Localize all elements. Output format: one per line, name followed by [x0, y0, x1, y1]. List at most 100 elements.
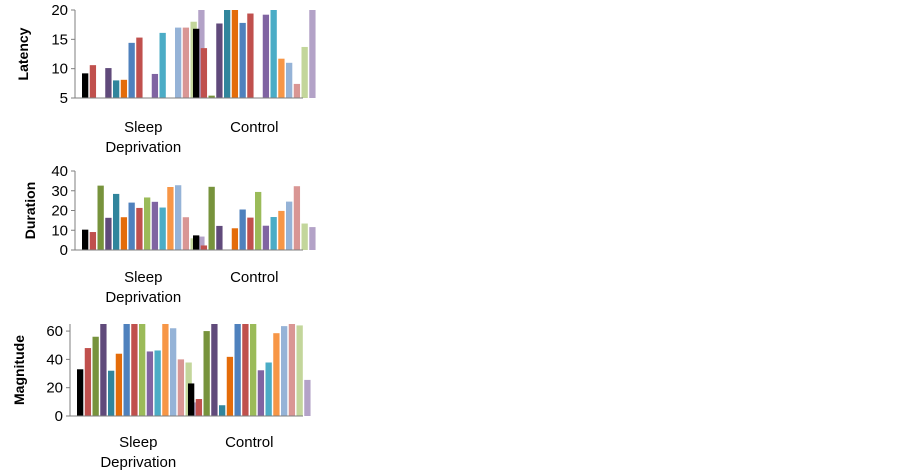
category-label-sleep-deprivation: Sleep Deprivation	[105, 119, 181, 156]
bar-sleep-deprivation-2	[89, 65, 97, 98]
y-tick-label: 15	[51, 31, 68, 48]
y-axis-title: Duration	[22, 182, 38, 240]
y-axis-title: Latency	[15, 27, 31, 80]
bar-sleep-deprivation-4	[105, 217, 112, 250]
bar-control-7	[234, 324, 241, 416]
bar-control-11	[270, 217, 277, 250]
bar-control-14	[293, 186, 301, 250]
bar-control-12	[278, 58, 285, 98]
bar-control-15	[301, 223, 308, 250]
bar-control-15	[301, 46, 308, 98]
bar-control-6	[226, 356, 234, 416]
bar-control-12	[273, 333, 280, 416]
y-tick-label: 60	[46, 323, 63, 340]
bar-sleep-deprivation-4	[100, 324, 107, 416]
bar-control-12	[278, 210, 285, 250]
bar-sleep-deprivation-3	[97, 185, 104, 250]
bar-sleep-deprivation-10	[151, 73, 159, 98]
bar-control-9	[250, 324, 257, 416]
bar-control-1	[193, 235, 200, 250]
bar-sleep-deprivation-6	[115, 353, 123, 416]
bar-sleep-deprivation-13	[175, 185, 182, 250]
bar-sleep-deprivation-13	[175, 27, 182, 99]
bar-sleep-deprivation-5	[108, 370, 115, 416]
bar-sleep-deprivation-5	[113, 80, 120, 98]
category-label-sleep-deprivation: Sleep Deprivation	[105, 269, 181, 306]
bar-sleep-deprivation-7	[128, 42, 135, 98]
category-label-sleep-deprivation: Sleep Deprivation	[100, 434, 176, 471]
bar-sleep-deprivation-8	[136, 207, 143, 250]
bar-sleep-deprivation-14	[182, 217, 190, 250]
bar-sleep-deprivation-6	[120, 79, 128, 98]
bar-sleep-deprivation-1	[82, 229, 89, 250]
bar-sleep-deprivation-11	[159, 207, 166, 250]
bar-control-2	[200, 48, 208, 98]
bar-sleep-deprivation-11	[154, 350, 161, 416]
bar-sleep-deprivation-9	[139, 324, 146, 416]
bar-control-11	[270, 10, 277, 98]
y-tick-label: 5	[60, 90, 68, 107]
bar-sleep-deprivation-3	[92, 336, 99, 416]
category-label-control: Control	[230, 269, 278, 286]
bar-control-7	[239, 22, 246, 98]
bar-sleep-deprivation-14	[177, 359, 185, 416]
bar-control-4	[216, 225, 223, 250]
bar-sleep-deprivation-14	[182, 27, 190, 99]
y-tick-label: 30	[51, 183, 68, 200]
bar-sleep-deprivation-1	[77, 369, 84, 416]
bar-sleep-deprivation-1	[82, 73, 89, 98]
bar-sleep-deprivation-4	[105, 68, 112, 98]
bar-control-2	[195, 399, 203, 416]
bar-control-3	[203, 331, 210, 416]
bar-sleep-deprivation-8	[136, 37, 143, 98]
duration-chart: 0 10 20 30 40 Sleep Deprivation Control Duration	[22, 163, 316, 306]
bar-control-10	[257, 370, 265, 416]
bar-control-7	[239, 209, 246, 250]
bar-control-8	[247, 217, 254, 250]
bar-sleep-deprivation-11	[159, 32, 166, 98]
category-label-control: Control	[225, 434, 273, 451]
y-tick-label: 0	[60, 242, 68, 259]
bar-control-10	[262, 14, 270, 98]
bar-control-13	[286, 62, 293, 98]
bar-control-14	[288, 324, 296, 416]
bar-sleep-deprivation-5	[113, 193, 120, 250]
bar-control-4	[216, 23, 223, 99]
y-axis-title: Magnitude	[11, 335, 27, 405]
bar-control-6	[231, 10, 239, 98]
bar-sleep-deprivation-12	[162, 324, 169, 416]
bar-control-16	[309, 227, 316, 250]
bar-control-13	[281, 326, 288, 416]
bar-control-8	[242, 324, 249, 416]
bar-sleep-deprivation-6	[120, 217, 128, 250]
bar-control-13	[286, 201, 293, 250]
bar-sleep-deprivation-12	[167, 187, 174, 250]
bar-sleep-deprivation-13	[170, 328, 177, 416]
y-tick-label: 20	[51, 203, 68, 220]
bar-control-1	[193, 28, 200, 98]
y-tick-label: 20	[46, 380, 63, 397]
category-label-control: Control	[230, 119, 278, 136]
bar-control-8	[247, 13, 254, 98]
bar-control-5	[224, 10, 231, 98]
y-tick-label: 10	[51, 61, 68, 78]
y-tick-label: 40	[51, 163, 68, 180]
bar-control-9	[255, 191, 262, 250]
bar-control-14	[293, 83, 301, 98]
bar-sleep-deprivation-16	[198, 236, 205, 250]
bar-sleep-deprivation-7	[128, 202, 135, 250]
bar-sleep-deprivation-2	[89, 232, 97, 250]
bar-control-4	[211, 324, 218, 416]
bar-control-16	[309, 10, 316, 98]
latency-chart: 5 10 15 20 Sleep Deprivation Control Latency	[15, 2, 316, 156]
y-tick-label: 20	[51, 2, 68, 19]
y-tick-label: 0	[55, 408, 63, 425]
magnitude-chart: 0 20 40 60 Sleep Deprivation Control Magnitude	[11, 323, 311, 471]
bar-control-11	[265, 362, 272, 416]
bar-sleep-deprivation-7	[123, 324, 130, 416]
bar-sleep-deprivation-10	[146, 351, 154, 416]
bar-sleep-deprivation-2	[84, 348, 92, 416]
bar-sleep-deprivation-10	[151, 201, 159, 250]
bar-control-3	[208, 95, 215, 98]
